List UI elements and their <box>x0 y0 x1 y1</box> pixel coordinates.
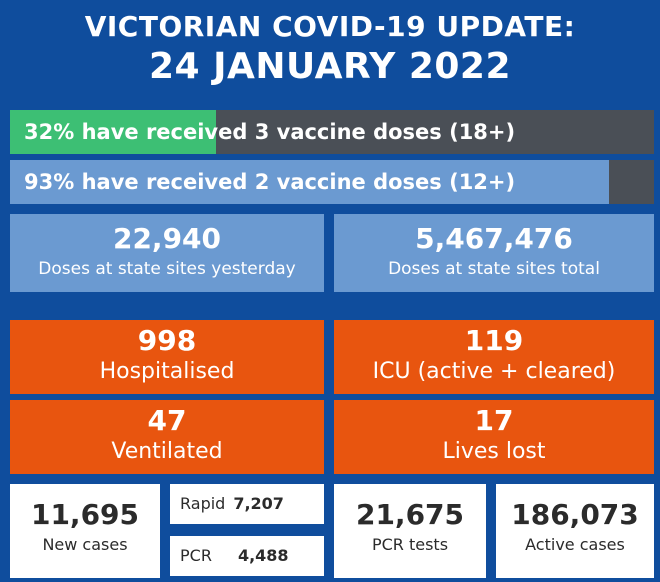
doses-total-caption: Doses at state sites total <box>388 259 600 279</box>
pcr-cases-card: PCR 4,488 <box>170 536 324 576</box>
two-doses-label: 93% have received 2 vaccine doses (12+) <box>24 170 516 194</box>
doses-total-card: 5,467,476 Doses at state sites total <box>334 214 654 292</box>
new-cases-card: 11,695 New cases <box>10 484 160 578</box>
pcr-value: 4,488 <box>237 546 289 565</box>
active-cases-caption: Active cases <box>525 535 625 554</box>
active-cases-value: 186,073 <box>511 498 639 531</box>
doses-yesterday-caption: Doses at state sites yesterday <box>38 259 296 279</box>
doses-yesterday-value: 22,940 <box>112 222 222 255</box>
ventilated-card: 47 Ventilated <box>10 400 324 474</box>
new-cases-caption: New cases <box>42 535 128 554</box>
ventilated-caption: Ventilated <box>111 439 223 464</box>
rapid-tests-card: Rapid 7,207 <box>170 484 324 524</box>
lives-lost-caption: Lives lost <box>442 439 546 464</box>
pcr-tests-value: 21,675 <box>355 498 465 531</box>
icu-caption: ICU (active + cleared) <box>372 359 616 384</box>
icu-value: 119 <box>464 324 524 357</box>
rapid-label: Rapid <box>180 494 226 513</box>
three-doses-progress-fill <box>10 110 217 154</box>
lives-lost-value: 17 <box>474 404 514 437</box>
hospitalised-value: 998 <box>137 324 197 357</box>
icu-card: 119 ICU (active + cleared) <box>334 320 654 394</box>
hospitalised-caption: Hospitalised <box>99 359 235 384</box>
doses-yesterday-card: 22,940 Doses at state sites yesterday <box>10 214 324 292</box>
two-doses-progress-fill <box>10 160 609 204</box>
three-doses-label: 32% have received 3 vaccine doses (18+) <box>24 120 516 144</box>
pcr-label: PCR <box>180 546 212 565</box>
new-cases-value: 11,695 <box>30 498 140 531</box>
page-date: 24 JANUARY 2022 <box>148 46 512 87</box>
ventilated-value: 47 <box>147 404 187 437</box>
active-cases-card: 186,073 Active cases <box>496 484 654 578</box>
two-doses-progress-bar: 93% have received 2 vaccine doses (12+) <box>10 160 654 204</box>
hospitalised-card: 998 Hospitalised <box>10 320 324 394</box>
rapid-value: 7,207 <box>233 494 284 513</box>
doses-total-value: 5,467,476 <box>415 222 573 255</box>
pcr-tests-caption: PCR tests <box>371 535 449 554</box>
pcr-tests-card: 21,675 PCR tests <box>334 484 486 578</box>
lives-lost-card: 17 Lives lost <box>334 400 654 474</box>
three-doses-progress-bar: 32% have received 3 vaccine doses (18+) <box>10 110 654 154</box>
page-title: VICTORIAN COVID-19 UPDATE: <box>84 10 576 43</box>
